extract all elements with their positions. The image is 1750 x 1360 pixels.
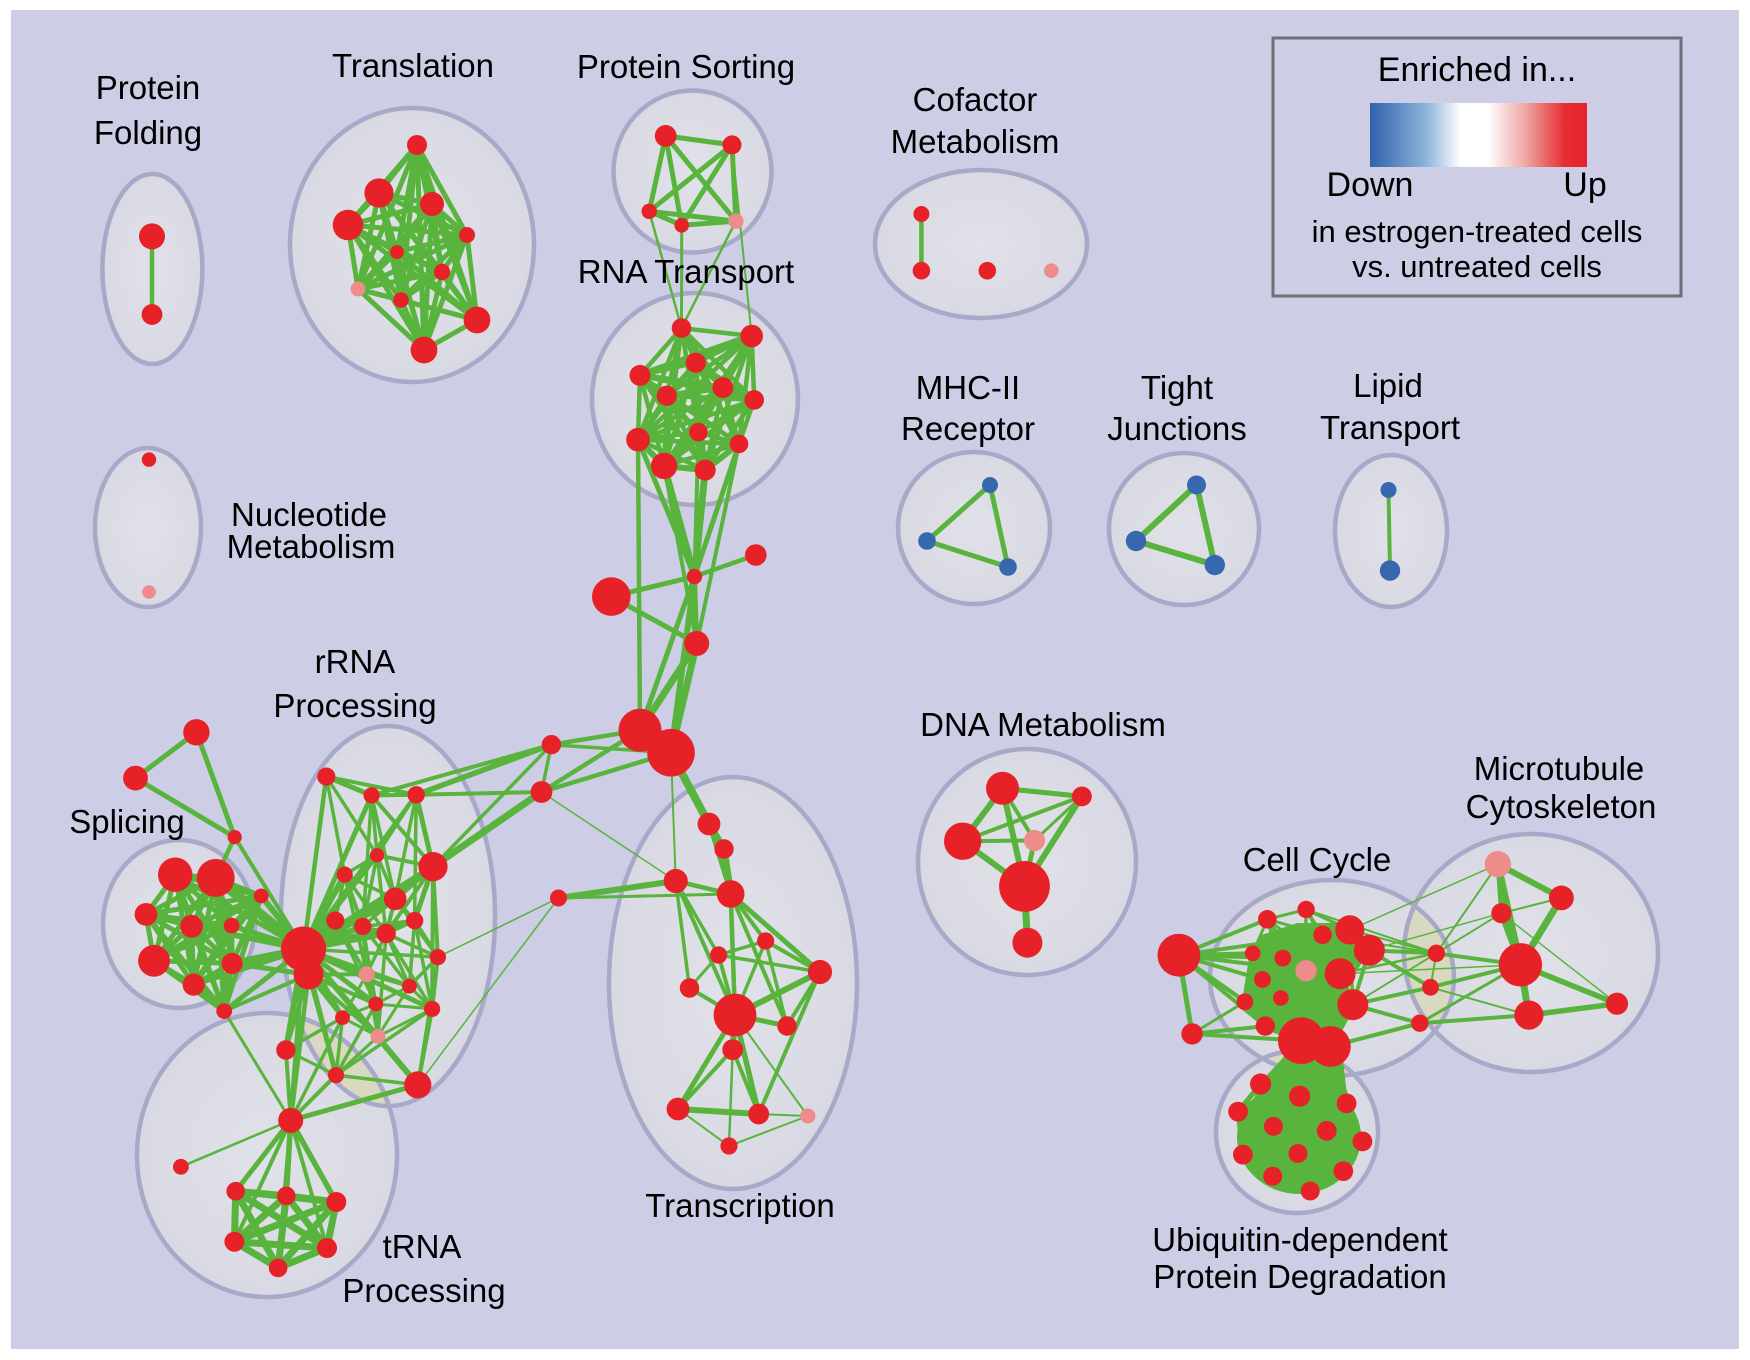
svg-text:Metabolism: Metabolism [227, 528, 396, 565]
svg-text:Receptor: Receptor [901, 410, 1035, 447]
svg-text:Tight: Tight [1141, 369, 1213, 406]
svg-text:DNA Metabolism: DNA Metabolism [920, 706, 1166, 743]
svg-text:Splicing: Splicing [69, 803, 185, 840]
svg-text:Nucleotide: Nucleotide [231, 496, 387, 533]
svg-text:Transport: Transport [1320, 409, 1460, 446]
svg-text:Ubiquitin-dependent: Ubiquitin-dependent [1152, 1221, 1447, 1258]
svg-text:Protein Degradation: Protein Degradation [1153, 1258, 1447, 1295]
svg-text:Enriched in...: Enriched in... [1378, 51, 1576, 89]
svg-text:Up: Up [1563, 166, 1606, 204]
svg-text:Processing: Processing [342, 1272, 505, 1309]
svg-text:Metabolism: Metabolism [891, 123, 1060, 160]
svg-text:Protein Sorting: Protein Sorting [577, 48, 795, 85]
svg-text:tRNA: tRNA [383, 1228, 462, 1265]
svg-text:Junctions: Junctions [1107, 410, 1246, 447]
svg-text:RNA Transport: RNA Transport [578, 253, 794, 290]
svg-text:Processing: Processing [273, 687, 436, 724]
svg-text:Lipid: Lipid [1353, 367, 1423, 404]
svg-text:rRNA: rRNA [315, 643, 396, 680]
svg-text:vs. untreated cells: vs. untreated cells [1352, 249, 1602, 284]
svg-text:Transcription: Transcription [645, 1187, 835, 1224]
svg-text:Cell Cycle: Cell Cycle [1243, 841, 1392, 878]
svg-text:Protein: Protein [96, 69, 201, 106]
svg-text:MHC-II: MHC-II [916, 369, 1020, 406]
svg-text:Down: Down [1327, 166, 1414, 204]
svg-text:Cofactor: Cofactor [913, 81, 1038, 118]
svg-text:Folding: Folding [94, 114, 202, 151]
svg-text:Microtubule: Microtubule [1474, 750, 1645, 787]
svg-text:in estrogen-treated cells: in estrogen-treated cells [1312, 214, 1643, 249]
svg-text:Translation: Translation [332, 47, 494, 84]
svg-text:Cytoskeleton: Cytoskeleton [1466, 788, 1657, 825]
